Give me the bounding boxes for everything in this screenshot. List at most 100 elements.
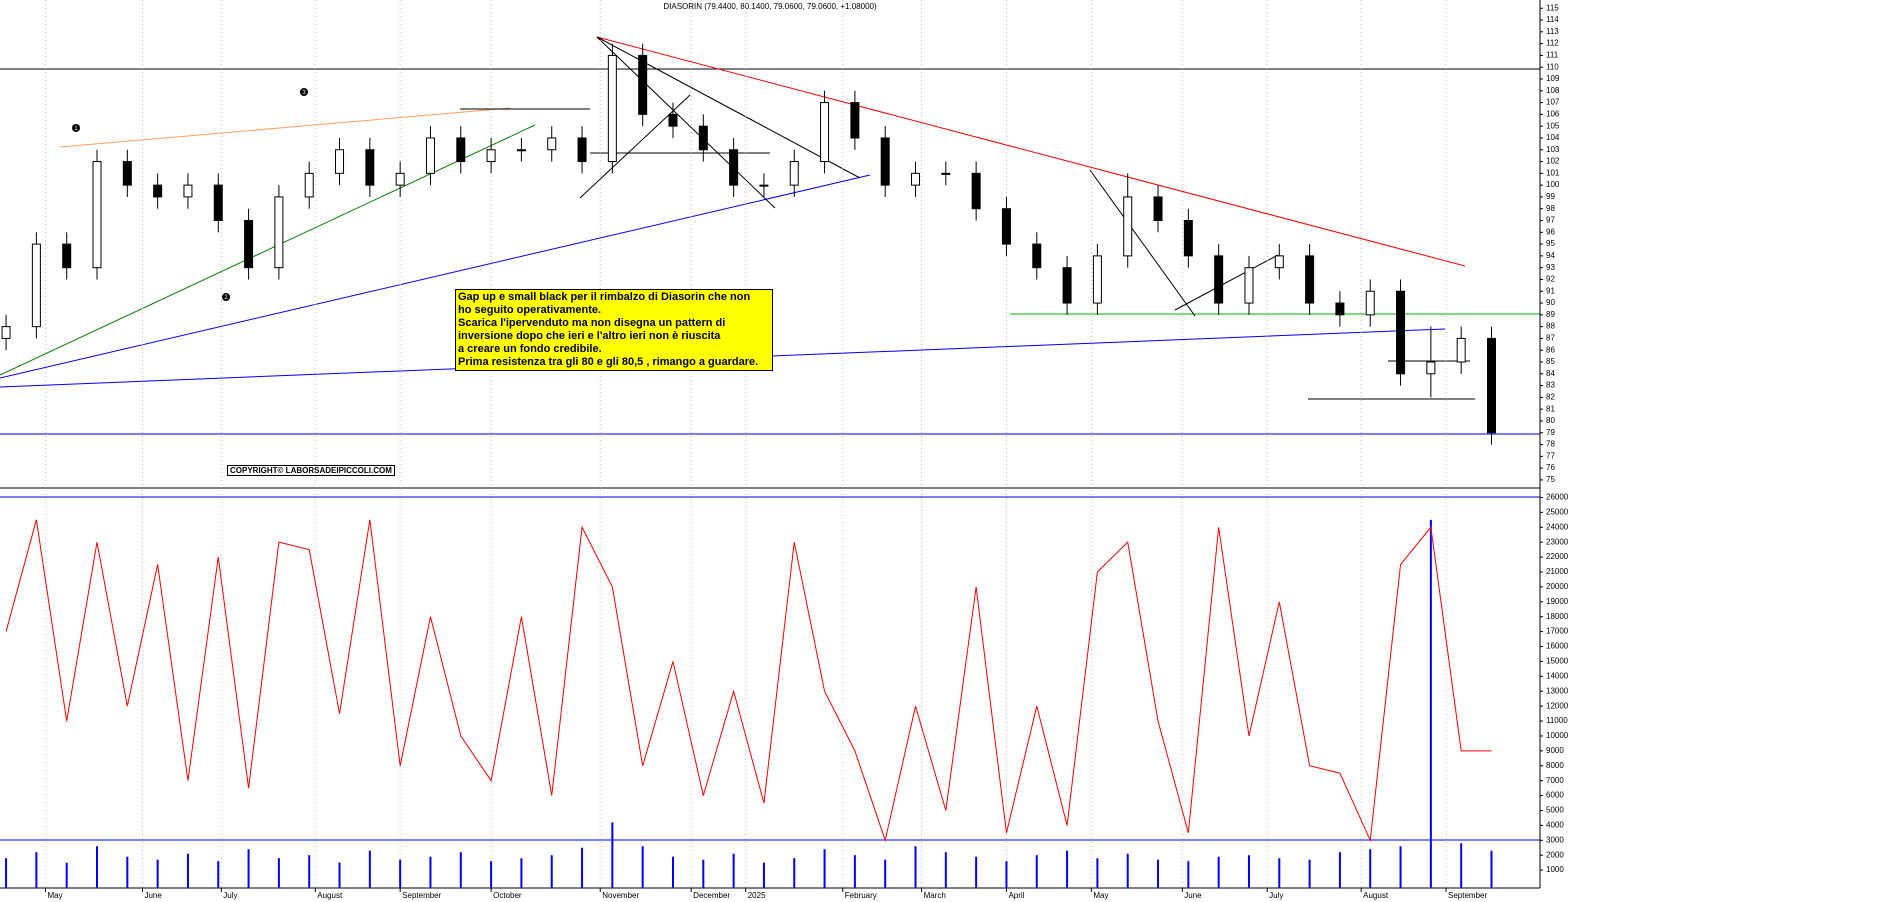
y2-tick-label: 18000 (1546, 612, 1569, 621)
x-tick-label: September (1448, 891, 1487, 900)
oscillator-line (5, 519, 1492, 843)
x-tick-label: August (317, 891, 343, 900)
trend-line (596, 36, 1466, 267)
y-tick-label: 78 (1546, 440, 1555, 449)
volume-bar (1005, 861, 1008, 888)
candle-body (1335, 302, 1345, 316)
y2-tick-label: 6000 (1546, 791, 1564, 800)
candle-body (1153, 196, 1163, 222)
candle-body (1396, 290, 1406, 375)
y-tick-label: 104 (1546, 133, 1560, 142)
volume-bar (459, 852, 462, 888)
y2-tick-label: 23000 (1546, 537, 1569, 546)
x-tick-label: December (693, 891, 730, 900)
y-tick-label: 88 (1546, 322, 1555, 331)
x-tick-label: August (1363, 891, 1389, 900)
y-tick-label: 75 (1546, 475, 1555, 484)
volume-bar (247, 849, 250, 888)
y-tick-label: 107 (1546, 98, 1560, 107)
y2-tick-label: 9000 (1546, 746, 1564, 755)
candle-body (850, 102, 860, 139)
y-tick-label: 113 (1546, 27, 1559, 36)
volume-bar (732, 853, 735, 888)
volume-bar (611, 822, 614, 888)
volume-bar (1217, 856, 1220, 888)
candle-body (1214, 255, 1224, 304)
x-tick-label: October (493, 891, 522, 900)
volume-bar (944, 852, 947, 888)
candle-body (425, 137, 435, 174)
marker-label: 3 (302, 90, 306, 96)
candle-body (62, 243, 72, 269)
marker-label: 2 (224, 295, 228, 301)
y-tick-label: 100 (1546, 180, 1560, 189)
candle-body (941, 172, 951, 175)
candle-body (304, 172, 314, 198)
y-tick-label: 96 (1546, 227, 1555, 236)
candle-body (880, 137, 890, 186)
candle-body (1062, 267, 1072, 304)
y2-tick-label: 25000 (1546, 507, 1569, 516)
y-tick-label: 112 (1546, 39, 1559, 48)
trend-line (59, 107, 511, 148)
candle-body (971, 172, 981, 210)
volume-bar (1035, 855, 1038, 888)
candle-body (1486, 337, 1496, 434)
y-tick-label: 80 (1546, 416, 1555, 425)
candle-body (395, 172, 405, 186)
candle-body (638, 54, 648, 115)
candle-body (1274, 255, 1284, 269)
x-tick-label: July (223, 891, 237, 900)
volume-bar (308, 855, 311, 888)
marker-label: 1 (74, 126, 78, 132)
candle-body (244, 220, 254, 269)
chart-title: DIASORIN (79.4400, 80.1400, 79.0600, 79.… (663, 2, 877, 11)
candle-body (213, 184, 223, 222)
volume-bar (186, 853, 189, 888)
candle-body (1001, 208, 1011, 245)
x-tick-label: September (402, 891, 441, 900)
volume-bar (853, 855, 856, 888)
volume-bar (520, 858, 523, 888)
volume-bar (1096, 858, 1099, 888)
candle-body (1365, 290, 1375, 316)
volume-bar (581, 847, 584, 888)
y-tick-label: 84 (1546, 369, 1555, 378)
volume-bar (1308, 859, 1311, 888)
volume-bar (277, 858, 280, 888)
y-tick-label: 83 (1546, 381, 1555, 390)
y2-tick-label: 13000 (1546, 686, 1569, 695)
y-tick-label: 102 (1546, 157, 1560, 166)
y-tick-label: 108 (1546, 86, 1560, 95)
y-tick-label: 87 (1546, 334, 1555, 343)
y2-tick-label: 15000 (1546, 657, 1569, 666)
candle-body (1, 326, 11, 339)
y-tick-label: 81 (1546, 404, 1555, 413)
y-tick-label: 115 (1546, 3, 1559, 12)
volume-bar (550, 855, 553, 888)
volume-bar (671, 856, 674, 888)
candle-body (486, 149, 496, 163)
candle-body (183, 184, 193, 198)
candle-body (789, 161, 799, 186)
y-tick-label: 76 (1546, 463, 1555, 472)
x-tick-label: March (924, 891, 946, 900)
volume-bar (1157, 859, 1160, 888)
y-tick-label: 111 (1546, 51, 1559, 60)
y-tick-label: 97 (1546, 216, 1555, 225)
drawings (0, 0, 1541, 889)
candle-body (1092, 255, 1102, 304)
x-tick-label: February (845, 891, 877, 900)
x-tick-label: May (1093, 891, 1108, 900)
candle-body (365, 149, 375, 186)
candle-body (1426, 361, 1436, 375)
volume-bar (1490, 850, 1493, 888)
y2-tick-label: 16000 (1546, 642, 1569, 651)
y2-tick-label: 4000 (1546, 821, 1564, 830)
volume-bar (96, 846, 99, 888)
y-tick-label: 94 (1546, 251, 1555, 260)
x-tick-label: June (1184, 891, 1202, 900)
candle-body (577, 137, 587, 163)
